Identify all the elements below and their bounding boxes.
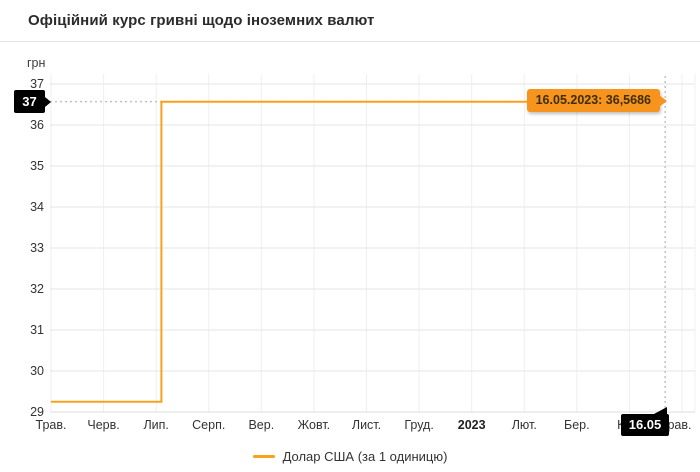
legend-label: Долар США (за 1 одиницю) bbox=[282, 448, 448, 464]
page-title: Офіційний курс гривні щодо іноземних вал… bbox=[28, 12, 375, 29]
x-axis-label: Лип. bbox=[143, 418, 169, 432]
y-axis-label: 35 bbox=[30, 159, 44, 173]
y-axis-label: 34 bbox=[30, 200, 44, 214]
x-axis-label: Груд. bbox=[404, 418, 434, 432]
x-axis-label: Бер. bbox=[564, 418, 590, 432]
legend-line-marker bbox=[252, 454, 275, 458]
x-axis-label: Черв. bbox=[87, 418, 120, 432]
x-axis-label: Жовт. bbox=[297, 418, 331, 432]
x-axis-label: Серп. bbox=[192, 418, 226, 432]
usd-rate-line bbox=[51, 100, 666, 403]
y-crosshair-badge: 37 bbox=[14, 90, 51, 113]
x-axis-label: Лист. bbox=[351, 418, 382, 432]
y-axis-label: 29 bbox=[30, 405, 44, 419]
point-tooltip: 16.05.2023: 36,5686 bbox=[526, 89, 668, 112]
x-axis-label: 2023 bbox=[457, 418, 486, 432]
x-crosshair-value: 16.05 bbox=[628, 417, 662, 432]
y-axis-label: 33 bbox=[30, 241, 44, 255]
x-axis-label: Трав. bbox=[35, 418, 67, 432]
point-tooltip-text: 16.05.2023: 36,5686 bbox=[535, 93, 651, 107]
y-axis-label: 32 bbox=[30, 282, 44, 296]
y-crosshair-value: 37 bbox=[22, 94, 37, 109]
x-axis-label: Вер. bbox=[248, 418, 275, 432]
y-axis-label: 36 bbox=[30, 118, 44, 132]
y-axis-label: 31 bbox=[30, 323, 44, 337]
x-crosshair-badge: 16.05 bbox=[621, 407, 669, 436]
x-axis-label: Лют. bbox=[511, 418, 537, 432]
y-axis-label: 37 bbox=[30, 77, 44, 91]
widget-header: Офіційний курс гривні щодо іноземних вал… bbox=[0, 0, 700, 42]
y-axis-unit-label: грн bbox=[27, 56, 46, 70]
legend-item-usd[interactable]: Долар США (за 1 одиницю) bbox=[0, 446, 700, 466]
y-axis-label: 30 bbox=[30, 364, 44, 378]
